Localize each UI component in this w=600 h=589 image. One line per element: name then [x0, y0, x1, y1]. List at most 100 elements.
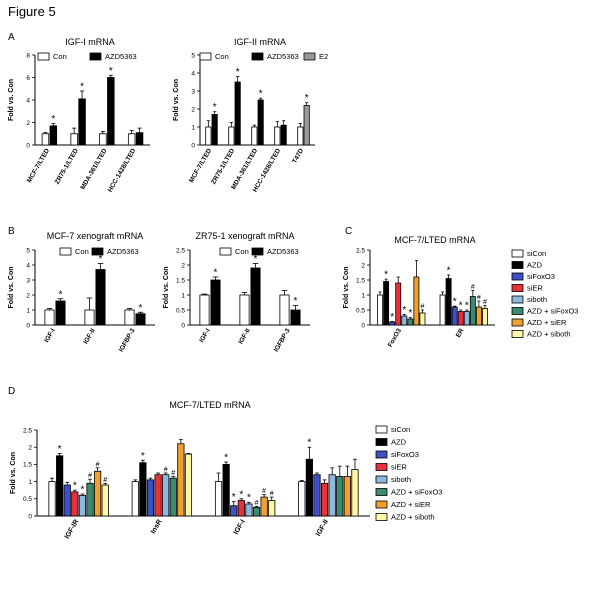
significance-mark-A2: *: [259, 89, 263, 100]
significance-mark-B2: *: [214, 268, 218, 279]
y-tick-label-D: 0: [28, 513, 32, 520]
bar-D: [131, 481, 139, 517]
bar-D: [177, 443, 185, 517]
legend-swatch-C: [511, 318, 524, 327]
figure-title: Figure 5: [8, 4, 56, 19]
legend-label-D: AZD + siboth: [391, 513, 435, 522]
bar-D: [336, 476, 344, 517]
y-axis-label-B2: Fold vs. Con: [163, 267, 170, 309]
y-tick-label-C: 1: [361, 292, 365, 299]
significance-mark-B2: *: [294, 296, 298, 307]
y-tick-label-C: 2.5: [356, 247, 365, 254]
category-label-D: InsR: [150, 519, 164, 536]
significance-mark-D: *: [239, 489, 243, 500]
bar-B2: [210, 279, 221, 326]
bar-C: [439, 294, 446, 326]
y-axis-label-B1: Fold vs. Con: [8, 267, 15, 309]
y-tick-label-C: 2: [361, 262, 365, 269]
bar-D: [162, 474, 170, 517]
bar-B1: [124, 309, 135, 326]
bar-D: [86, 482, 94, 517]
bar-C: [463, 311, 470, 326]
category-label-B1: IGF-I: [43, 327, 57, 343]
y-axis-label-A1: Fold vs. Con: [8, 79, 15, 121]
bar-B2: [250, 267, 261, 326]
legend-swatch-C: [511, 272, 524, 281]
bar-D: [298, 481, 306, 517]
significance-mark-C: *: [408, 308, 412, 319]
y-tick-label-B1: 5: [26, 247, 30, 254]
legend-label-D: siCon: [391, 425, 410, 434]
bar-B1: [55, 300, 66, 326]
bar-B2: [199, 294, 210, 326]
y-tick-label-B2: 1: [181, 292, 185, 299]
bar-A1: [107, 77, 115, 146]
bar-A1: [135, 132, 144, 146]
significance-mark-C: *: [390, 312, 394, 323]
legend-swatch-B2: [251, 247, 264, 256]
legend-label-C: siCon: [527, 249, 546, 258]
bar-C: [481, 308, 488, 326]
bar-C: [457, 311, 464, 326]
significance-mark-B1: *: [99, 254, 103, 265]
bar-C: [413, 276, 420, 326]
legend-swatch-D: [375, 463, 388, 471]
bar-D: [184, 453, 193, 517]
legend-swatch-A1: [89, 52, 102, 61]
category-label-A2: ZR75-1/LTED: [210, 147, 236, 185]
legend-label-C: siboth: [527, 295, 547, 304]
legend-label-C: AZD: [527, 261, 543, 270]
bar-D: [328, 474, 336, 517]
bar-A1: [70, 133, 78, 146]
legend-swatch-C: [511, 261, 524, 269]
category-label-A1: MDA-361/LTED: [79, 147, 108, 191]
legend-swatch-C: [511, 284, 524, 292]
y-tick-label-B1: 1: [26, 307, 30, 314]
bar-C: [395, 282, 402, 326]
bar-D: [245, 503, 253, 517]
y-tick-label-B1: 3: [26, 277, 30, 284]
bar-D: [101, 484, 109, 517]
y-tick-label-A1: 6: [26, 75, 30, 82]
significance-mark-A1: *: [51, 114, 55, 125]
legend-label-B2: Con: [235, 247, 249, 256]
legend-swatch-A2: [199, 52, 212, 61]
category-label-A1: HCC-1428/LTED: [107, 147, 138, 193]
significance-mark-D: *: [80, 484, 84, 495]
bar-B2: [279, 294, 290, 326]
legend-swatch-D: [375, 475, 388, 484]
category-label-B2: IGFBP-3: [273, 327, 292, 353]
y-axis-label-D: Fold vs. Con: [10, 452, 17, 494]
y-tick-label-B2: 0: [181, 322, 185, 329]
chart-title-A1: IGF-I mRNA: [65, 37, 115, 47]
significance-mark-C: *: [384, 270, 388, 281]
bar-B1: [95, 269, 106, 326]
bar-D: [268, 500, 276, 517]
significance-mark-D: #: [255, 500, 259, 507]
significance-mark-A2: *: [305, 93, 309, 104]
legend-label-D: siboth: [391, 475, 411, 484]
bar-D: [305, 458, 313, 517]
category-label-B1: IGF-II: [82, 327, 96, 345]
category-label-B2: IGF-II: [237, 327, 251, 345]
significance-mark-A1: *: [80, 82, 84, 93]
significance-mark-D: #: [262, 488, 266, 495]
bar-B1: [84, 309, 95, 326]
legend-swatch-D: [375, 438, 388, 446]
y-tick-label-D: 2.5: [23, 427, 32, 434]
bar-C: [377, 294, 384, 326]
bar-A2: [303, 105, 310, 146]
bar-D: [252, 506, 261, 517]
bar-D: [214, 481, 223, 517]
significance-mark-C: *: [459, 301, 463, 312]
legend-swatch-B1: [91, 247, 104, 256]
legend-label-A2: Con: [215, 52, 229, 61]
category-label-D: IGF-I: [233, 518, 247, 535]
legend-swatch-B1: [59, 247, 72, 256]
category-label-A1: ZR75-1/LTED: [54, 147, 80, 185]
bar-A1: [78, 98, 86, 146]
panel-letter-B: B: [8, 226, 15, 237]
legend-swatch-C: [511, 307, 524, 315]
legend-swatch-D: [375, 513, 388, 521]
